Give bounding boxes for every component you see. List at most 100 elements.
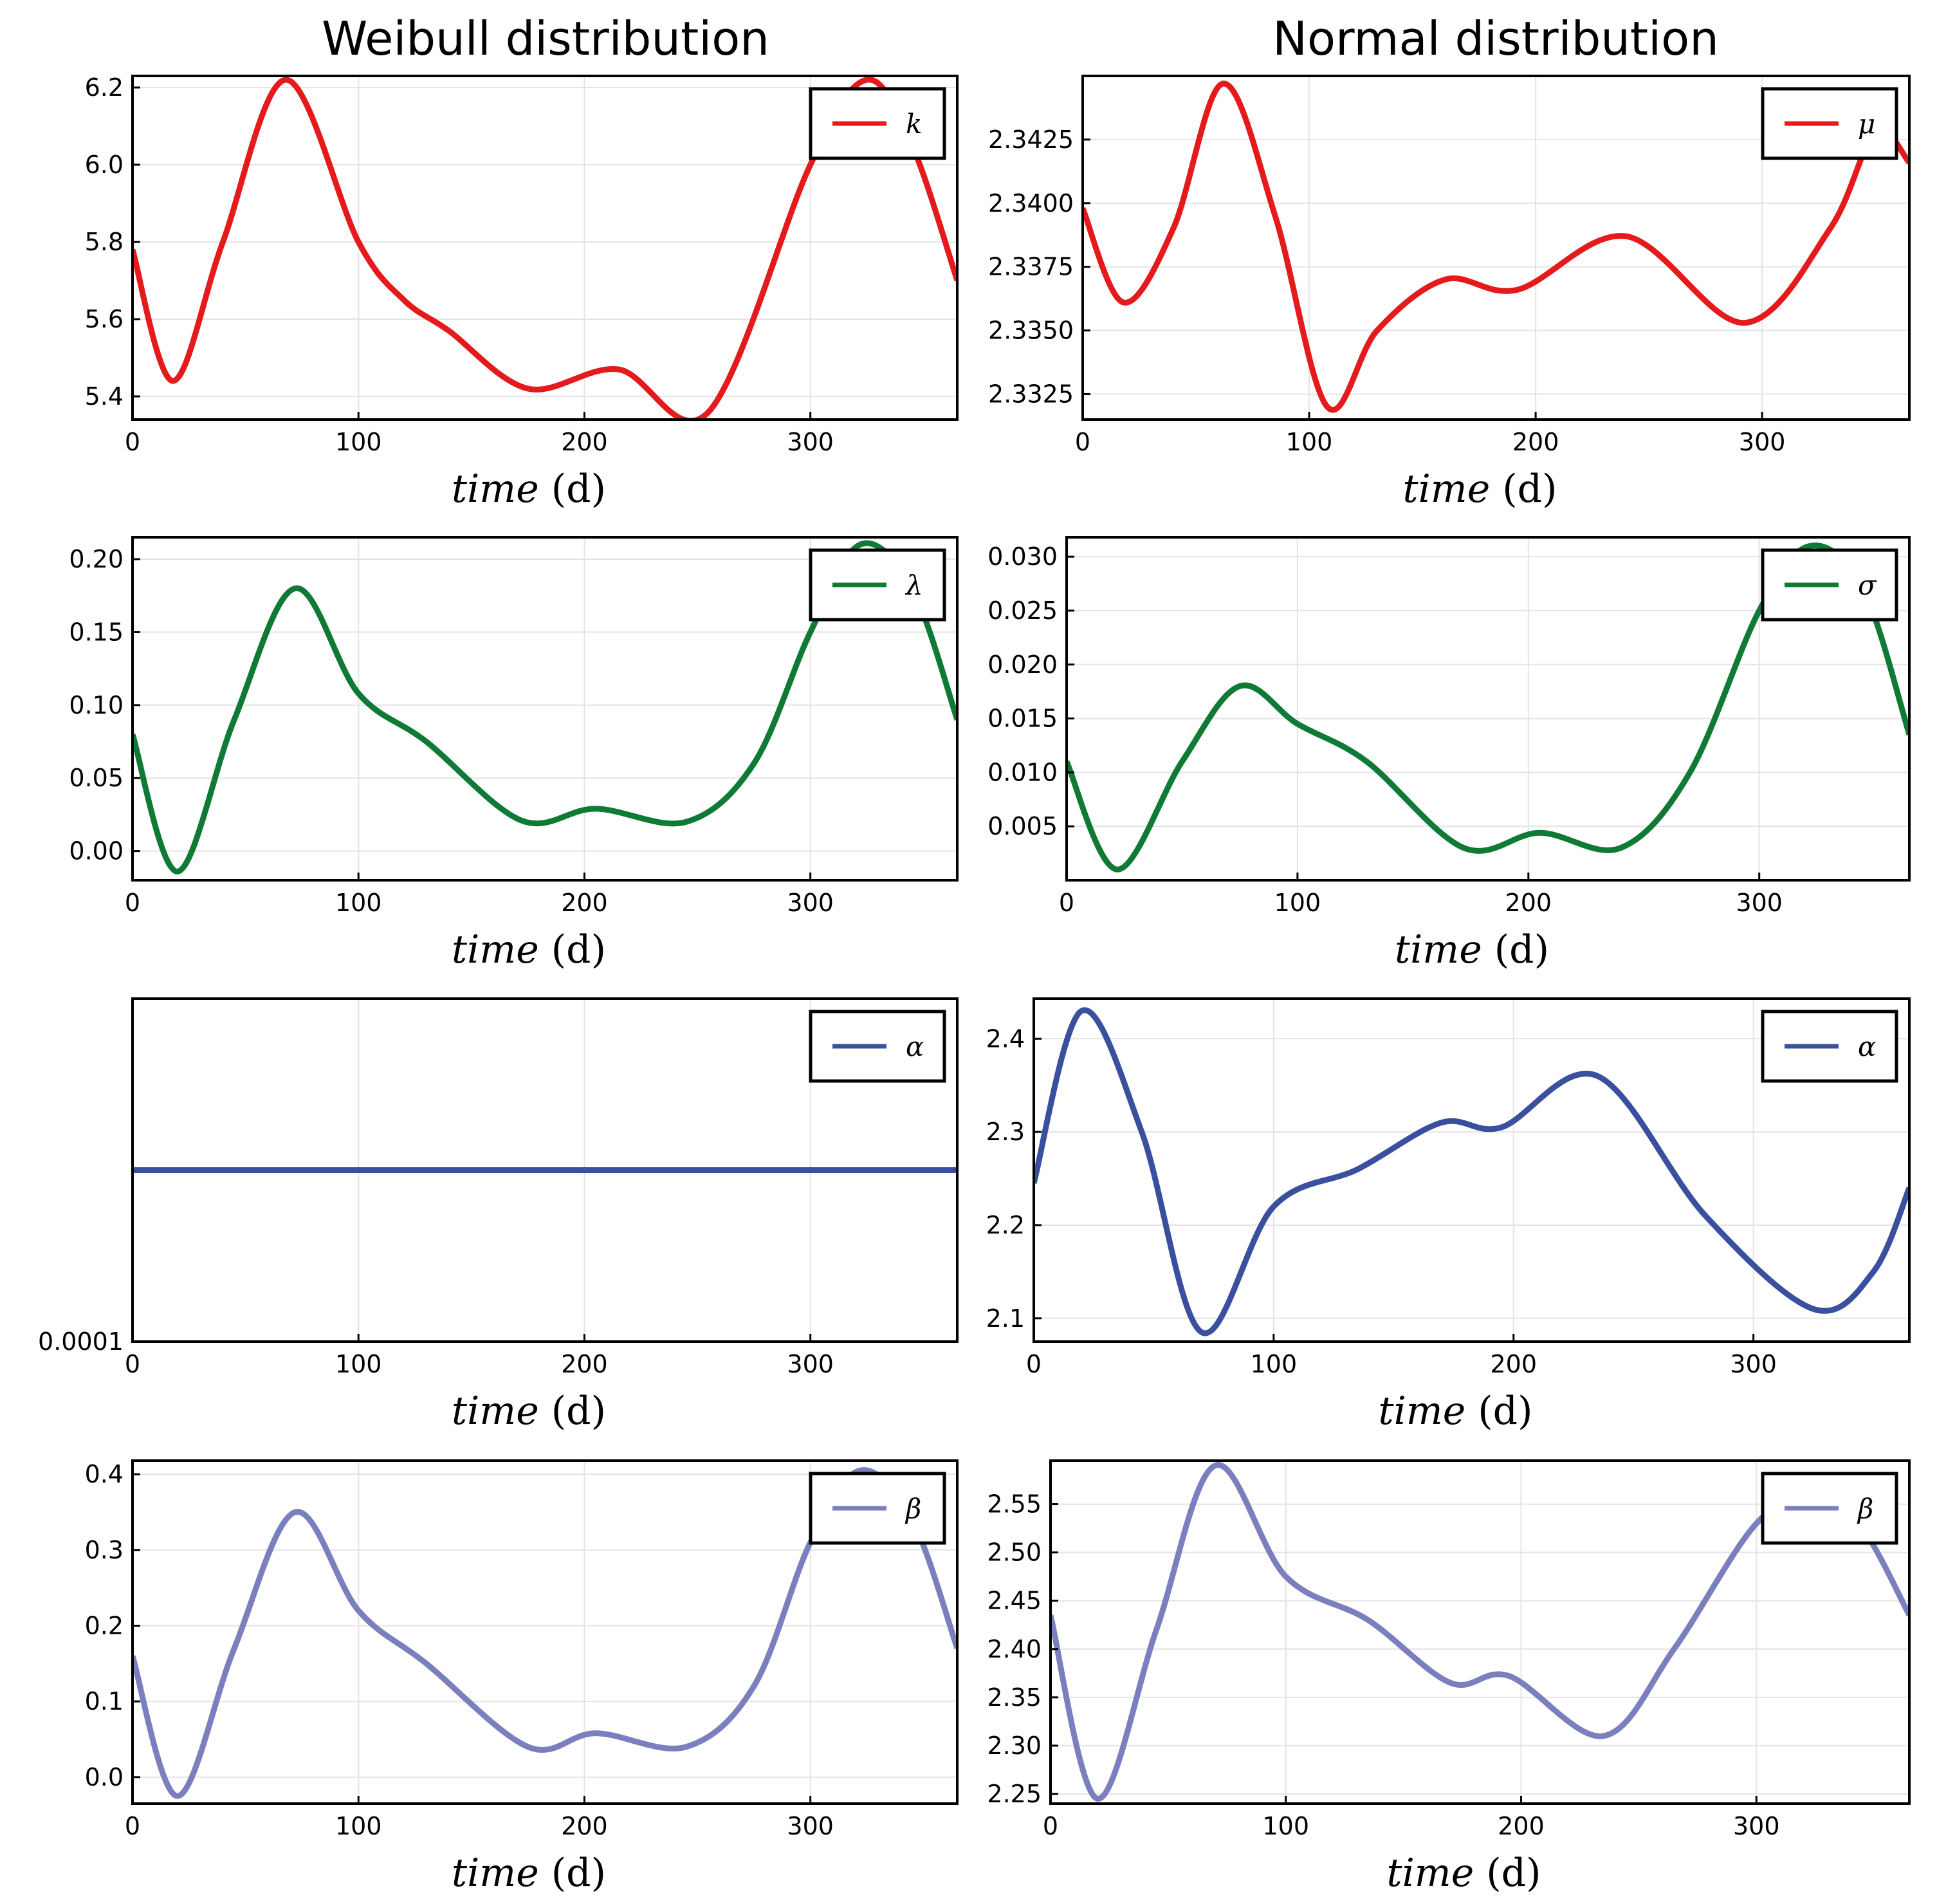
y-tick-label: 2.25: [987, 1780, 1042, 1808]
series-line-normal-alpha: [1034, 1007, 1909, 1336]
title-right: Normal distribution: [1272, 12, 1719, 66]
y-tick-label: 2.1: [986, 1304, 1025, 1333]
x-tick-label: 300: [787, 428, 834, 456]
panel-normal-alpha: 0 100 200 300 2.1 2.2 2.3 2.4 time (d) α: [986, 997, 1911, 1434]
panels: 0 100 200 300 5.4 5.6 5.8 6.0 6.2 time (d) k 0 100 20…: [38, 73, 1911, 1896]
y-tick-label: 0.2: [85, 1611, 124, 1640]
y-tick-label: 0.010: [987, 758, 1058, 786]
panel-weibull-k: 0 100 200 300 5.4 5.6 5.8 6.0 6.2 time (d) k: [85, 73, 959, 512]
axes-frame: [1065, 536, 1911, 882]
y-tick-label: 2.45: [987, 1587, 1042, 1615]
x-tick-label: 200: [1498, 1812, 1545, 1840]
x-axis-label-unit: (d): [1490, 467, 1557, 512]
y-tick-label: 0.15: [69, 618, 124, 646]
legend: α: [809, 1010, 946, 1083]
axes-frame: [1049, 1459, 1911, 1805]
y-tick-label: 0.0: [85, 1763, 124, 1791]
y-tick-label: 2.3400: [988, 189, 1074, 217]
panel-normal-mu: 0 100 200 300 2.3325 2.3350 2.3375 2.3400 2.3425…: [988, 75, 1911, 512]
y-tick-label: 0.0001: [38, 1327, 124, 1356]
panel-normal-beta: 0 100 200 300 2.25 2.30 2.35 2.40 2.45 2.50 2.55 ti…: [987, 1459, 1911, 1896]
x-tick-label: 200: [561, 889, 608, 917]
legend-label: σ: [1858, 569, 1877, 601]
x-tick-label: 0: [1043, 1812, 1058, 1840]
x-axis-label: time (d): [452, 1851, 606, 1896]
x-axis-label-unit: (d): [539, 927, 606, 972]
x-tick-label: 200: [561, 428, 608, 456]
panel-weibull-alpha: 0 100 200 300 0.0001 time (d) α: [38, 997, 959, 1434]
x-tick-label: 0: [1059, 889, 1074, 917]
x-axis-label-unit: (d): [539, 467, 606, 512]
y-tick-label: 0.10: [69, 691, 124, 719]
y-tick-label: 2.3425: [988, 125, 1074, 154]
x-tick-label: 300: [787, 889, 834, 917]
x-axis-label-var: time: [452, 467, 539, 512]
x-axis-label: time (d): [1387, 1851, 1541, 1896]
x-tick-label: 100: [335, 1812, 382, 1840]
panel-weibull-beta: 0 100 200 300 0.0 0.1 0.2 0.3 0.4 time (d) β: [85, 1459, 959, 1896]
legend-label: μ: [1858, 108, 1875, 140]
legend-label: k: [906, 108, 922, 140]
legend: σ: [1761, 548, 1898, 622]
x-axis-label: time (d): [1403, 467, 1557, 512]
panel-normal-sigma: 0 100 200 300 0.005 0.010 0.015 0.020 0.025 0.030…: [987, 536, 1911, 972]
x-tick-label: 100: [335, 428, 382, 456]
x-tick-label: 100: [1286, 428, 1333, 456]
y-tick-label: 0.4: [85, 1460, 124, 1488]
y-tick-label: 0.05: [69, 764, 124, 792]
y-tick-label: 5.8: [85, 228, 124, 256]
y-tick-label: 2.2: [986, 1211, 1025, 1239]
y-tick-label: 2.3: [986, 1118, 1025, 1146]
x-axis-label-var: time: [452, 1851, 539, 1896]
x-tick-label: 100: [335, 889, 382, 917]
y-tick-label: 6.0: [85, 151, 124, 179]
legend: α: [1761, 1010, 1898, 1083]
panel-weibull-lambda: 0 100 200 300 0.00 0.05 0.10 0.15 0.20 time (d) λ: [69, 536, 959, 972]
legend: k: [809, 87, 946, 160]
x-tick-label: 0: [1075, 428, 1090, 456]
series-line-normal-sigma: [1067, 542, 1909, 873]
legend-label: λ: [904, 569, 923, 601]
x-axis-label-var: time: [1387, 1851, 1474, 1896]
legend: μ: [1761, 87, 1898, 160]
x-axis-label: time (d): [452, 467, 606, 512]
x-tick-label: 200: [1505, 889, 1552, 917]
y-tick-label: 2.3375: [988, 253, 1074, 281]
x-tick-label: 300: [1736, 889, 1783, 917]
x-axis-label-unit: (d): [1465, 1389, 1532, 1434]
legend: λ: [809, 548, 946, 622]
y-tick-label: 0.025: [987, 596, 1058, 625]
axes-frame: [131, 997, 959, 1343]
x-axis-label-var: time: [1379, 1389, 1466, 1434]
legend-label: α: [1858, 1031, 1876, 1062]
y-tick-label: 2.3325: [988, 380, 1074, 408]
y-tick-label: 0.3: [85, 1536, 124, 1564]
x-tick-label: 300: [1730, 1350, 1777, 1378]
y-tick-label: 6.2: [85, 73, 124, 102]
y-tick-label: 2.3350: [988, 317, 1074, 345]
x-tick-label: 0: [125, 889, 140, 917]
series-line-normal-mu: [1083, 80, 1909, 413]
axes-frame: [131, 75, 959, 421]
y-tick-label: 5.4: [85, 382, 124, 411]
x-axis-label: time (d): [1395, 927, 1549, 972]
x-axis-label-unit: (d): [539, 1389, 606, 1434]
y-tick-label: 0.015: [987, 705, 1058, 733]
y-tick-label: 0.20: [69, 545, 124, 573]
x-tick-label: 0: [1026, 1350, 1042, 1378]
y-tick-label: 5.6: [85, 305, 124, 333]
x-tick-label: 300: [787, 1812, 834, 1840]
y-tick-label: 0.030: [987, 542, 1058, 571]
y-tick-label: 0.1: [85, 1687, 124, 1715]
legend-label: α: [906, 1031, 924, 1062]
x-tick-label: 200: [561, 1350, 608, 1378]
axes-frame: [131, 1459, 959, 1805]
x-tick-label: 200: [561, 1812, 608, 1840]
legend-label: β: [904, 1493, 921, 1524]
axes-frame: [1081, 75, 1911, 421]
y-tick-label: 2.55: [987, 1490, 1042, 1519]
x-axis-label-unit: (d): [539, 1851, 606, 1896]
x-tick-label: 100: [1251, 1350, 1298, 1378]
x-tick-label: 300: [1733, 1812, 1780, 1840]
